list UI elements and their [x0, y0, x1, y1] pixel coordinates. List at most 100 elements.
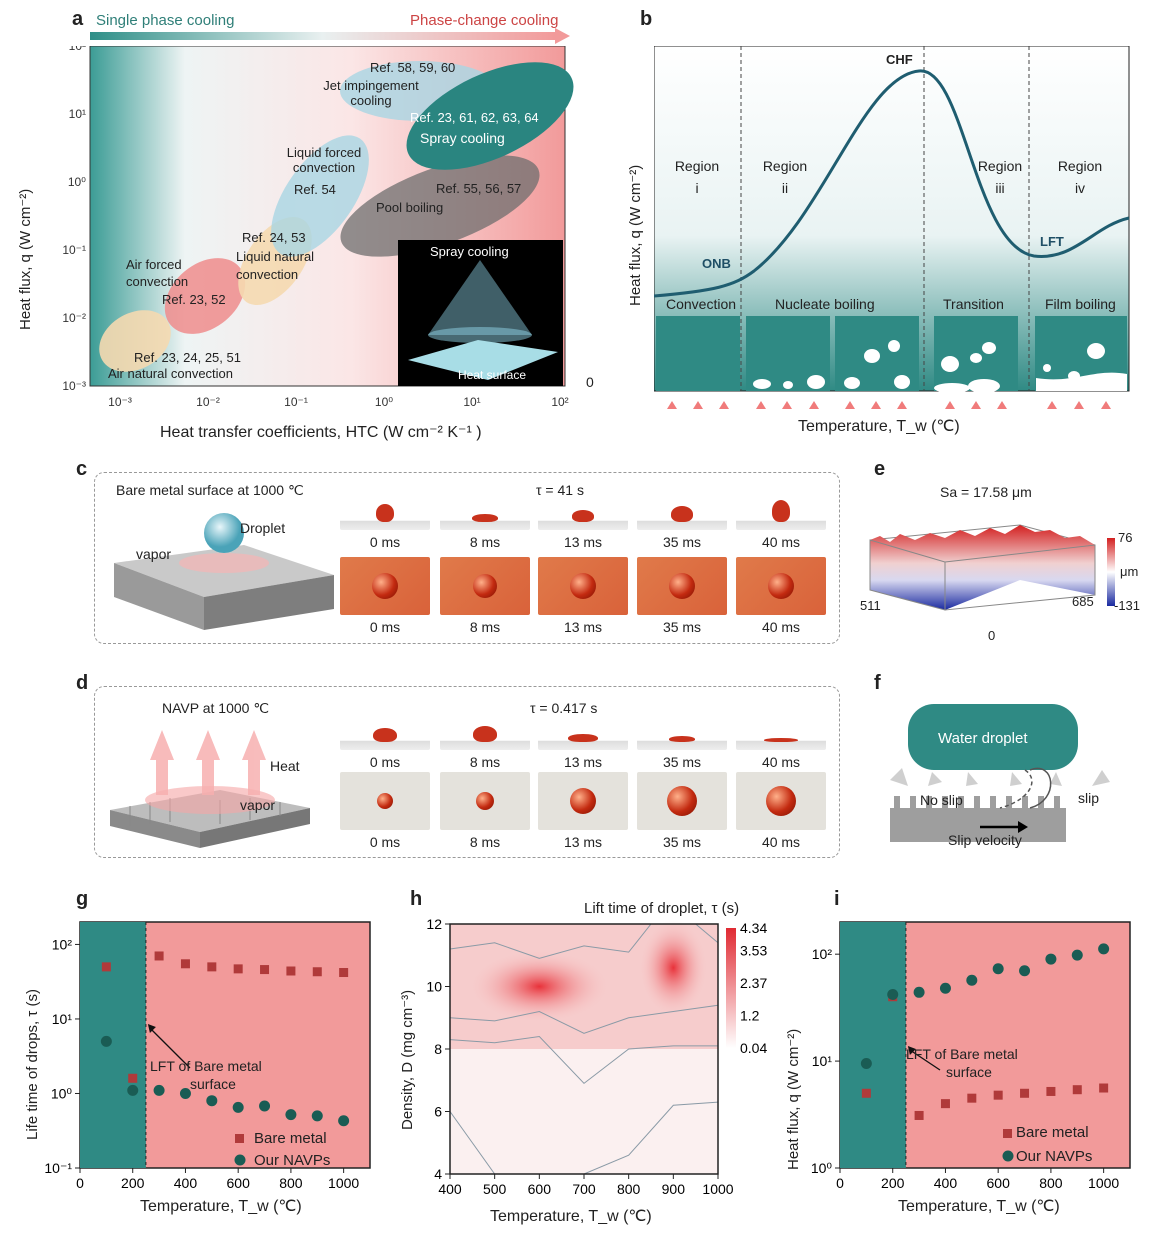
- droplet-shape: [572, 510, 594, 522]
- x-tick-label: 200: [121, 1175, 145, 1191]
- droplet-frame: [440, 557, 530, 615]
- vapor-label-c: vapor: [136, 546, 172, 562]
- a-ytick: 10⁻²: [62, 311, 86, 325]
- air-forced-ref: Ref. 23, 52: [162, 292, 226, 307]
- droplet-shape: [473, 574, 497, 598]
- bare-metal-point: [128, 1073, 138, 1083]
- x-tick-label: 800: [617, 1181, 641, 1197]
- air-natural-name: Air natural convection: [108, 366, 234, 381]
- y-tick-label: 10¹: [812, 1053, 833, 1069]
- droplet-frame: [637, 772, 727, 830]
- navp-illustration: [110, 730, 310, 848]
- droplet-shape: [764, 738, 798, 742]
- a-ytick: 10⁻¹: [62, 243, 86, 257]
- panel-g-xlabel: Temperature, T_w (℃): [140, 1198, 302, 1215]
- x-tick-label: 0: [76, 1175, 84, 1191]
- region-iii-title: Region: [977, 158, 1023, 174]
- i-legend-bare: Bare metal: [1016, 1124, 1089, 1141]
- pool-name: Pool boiling: [376, 200, 444, 215]
- time-label: 0 ms: [369, 754, 401, 770]
- a-xtick: 10⁻²: [196, 395, 220, 409]
- axis-685: 685: [1072, 594, 1094, 609]
- onb-label: ONB: [702, 256, 731, 271]
- x-tick-label: 1000: [1088, 1175, 1119, 1191]
- x-tick-label: 900: [662, 1181, 686, 1197]
- navp-point: [1098, 943, 1110, 955]
- single-phase-region: [840, 922, 906, 1168]
- bare-metal-point: [207, 962, 217, 972]
- x-tick-label: 400: [174, 1175, 198, 1191]
- g-annotation-1: LFT of Bare metal: [150, 1058, 262, 1074]
- region-air-natural: [99, 310, 171, 372]
- droplet-shape: [568, 734, 598, 742]
- a-ytick: 10⁻³: [62, 379, 86, 393]
- droplet-frame: [736, 557, 826, 615]
- droplet-frame: [538, 557, 628, 615]
- droplet-shape: [376, 504, 394, 522]
- liquid-forced-name: Liquid forced convection: [286, 145, 362, 175]
- droplet-shape: [373, 728, 397, 742]
- colorbar-tick-label: 4.34: [740, 920, 767, 936]
- time-label: 40 ms: [761, 754, 801, 770]
- bare-metal-point: [914, 1110, 924, 1120]
- panel-g-chart: 0 200 400 600 800 1000 10⁻¹ 10⁰ 10¹ 10²: [44, 921, 371, 1191]
- droplet-frame: [736, 498, 826, 530]
- y-tick-label: 4: [434, 1166, 442, 1182]
- axis-origin: 0: [988, 628, 996, 643]
- vapor-label-d: vapor: [240, 797, 276, 813]
- panel-c-title: Bare metal surface at 1000 ℃: [116, 482, 304, 498]
- heatmap-hotspot: [639, 919, 708, 1016]
- droplet-shape: [570, 573, 596, 599]
- panel-letter-b: b: [640, 8, 653, 30]
- lft-arrowhead: [147, 1024, 156, 1033]
- colorbar-tick-label: 3.53: [740, 943, 767, 959]
- navp-point: [913, 986, 925, 998]
- cb-min: -131: [1114, 598, 1141, 613]
- no-slip-label: No slip: [920, 792, 963, 808]
- x-tick-label: 600: [528, 1181, 552, 1197]
- navp-point: [338, 1115, 350, 1127]
- slip-diagram: [890, 704, 1110, 842]
- bare-metal-point: [154, 951, 164, 961]
- time-label: 8 ms: [469, 754, 501, 770]
- droplet-frame: [736, 718, 826, 750]
- slip-velocity-label: Slip velocity: [948, 832, 1022, 848]
- panel-d-box: [94, 686, 840, 858]
- y-tick-label: 10⁻¹: [44, 1160, 72, 1176]
- spray-name: Spray cooling: [420, 130, 505, 146]
- region-iv-title: Region: [1057, 158, 1103, 174]
- bare-metal-illustration: [114, 513, 334, 630]
- spray-ref: Ref. 23, 61, 62, 63, 64: [410, 110, 539, 125]
- time-label: 40 ms: [761, 619, 801, 635]
- droplet-frame: [538, 718, 628, 750]
- y-tick-label: 10²: [52, 936, 73, 952]
- bare-metal-point: [233, 964, 243, 974]
- single-phase-region: [80, 922, 146, 1168]
- air-forced-name: Air forced convection: [126, 257, 189, 289]
- time-label: 13 ms: [563, 754, 603, 770]
- navp-point: [311, 1110, 323, 1122]
- time-label: 8 ms: [469, 619, 501, 635]
- time-label: 0 ms: [369, 534, 401, 550]
- bare-metal-point: [1046, 1086, 1056, 1096]
- phase-change-label: Phase-change cooling: [410, 12, 559, 29]
- navp-point: [153, 1084, 165, 1096]
- water-droplet-label: Water droplet: [938, 730, 1028, 747]
- zero-label: 0: [586, 374, 594, 390]
- x-tick-label: 400: [438, 1181, 462, 1197]
- regime-film: Film boiling: [1045, 296, 1116, 312]
- bare-metal-point: [339, 968, 349, 978]
- i-annotation-2: surface: [946, 1064, 992, 1080]
- panel-i-ylabel: Heat flux, q (W cm⁻²): [785, 1028, 802, 1170]
- slip-label: slip: [1078, 790, 1100, 806]
- droplet-shape: [669, 573, 695, 599]
- bare-metal-point: [101, 962, 111, 972]
- droplet-shape: [372, 573, 398, 599]
- x-tick-label: 600: [987, 1175, 1011, 1191]
- inset-title: Spray cooling: [430, 244, 509, 259]
- panel-a-ylabel: Heat flux, q (W cm⁻²): [17, 188, 34, 330]
- panel-letter-g: g: [76, 888, 89, 910]
- heat-label: Heat: [270, 758, 300, 774]
- x-tick-label: 200: [881, 1175, 905, 1191]
- droplet-frame: [440, 498, 530, 530]
